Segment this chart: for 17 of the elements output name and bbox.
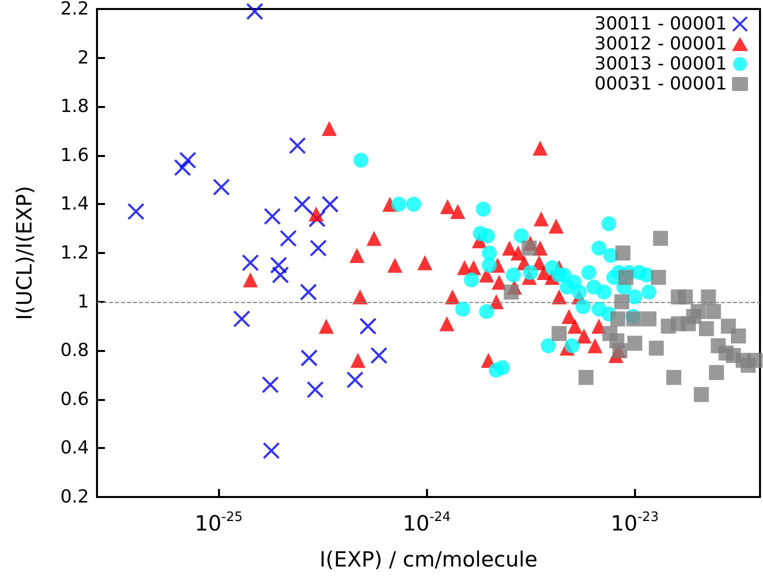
legend-label: 30012 - 00001	[594, 34, 727, 54]
y-tick-label: 1.4	[60, 194, 89, 215]
y-tick-label: 0.4	[60, 438, 89, 459]
y-tick-label: 0.8	[60, 340, 89, 362]
y-tick-label: 0.2	[60, 486, 89, 508]
legend-label: 30013 - 00001	[594, 54, 727, 74]
y-tick-label: 1.2	[60, 242, 89, 264]
y-tick-label: 1	[78, 291, 89, 312]
x-axis-title: I(EXP) / cm/molecule	[319, 548, 538, 572]
legend-label: 30011 - 00001	[594, 14, 727, 34]
y-tick-label: 2	[78, 47, 89, 68]
legend-label: 00031 - 00001	[594, 74, 727, 94]
y-tick-label: 1.6	[60, 144, 89, 166]
y-tick-label: 0.6	[60, 388, 89, 410]
y-tick-label: 2.2	[60, 0, 89, 20]
y-axis-title: I(UCL)/I(EXP)	[12, 186, 36, 320]
y-tick-label: 1.8	[60, 96, 89, 118]
